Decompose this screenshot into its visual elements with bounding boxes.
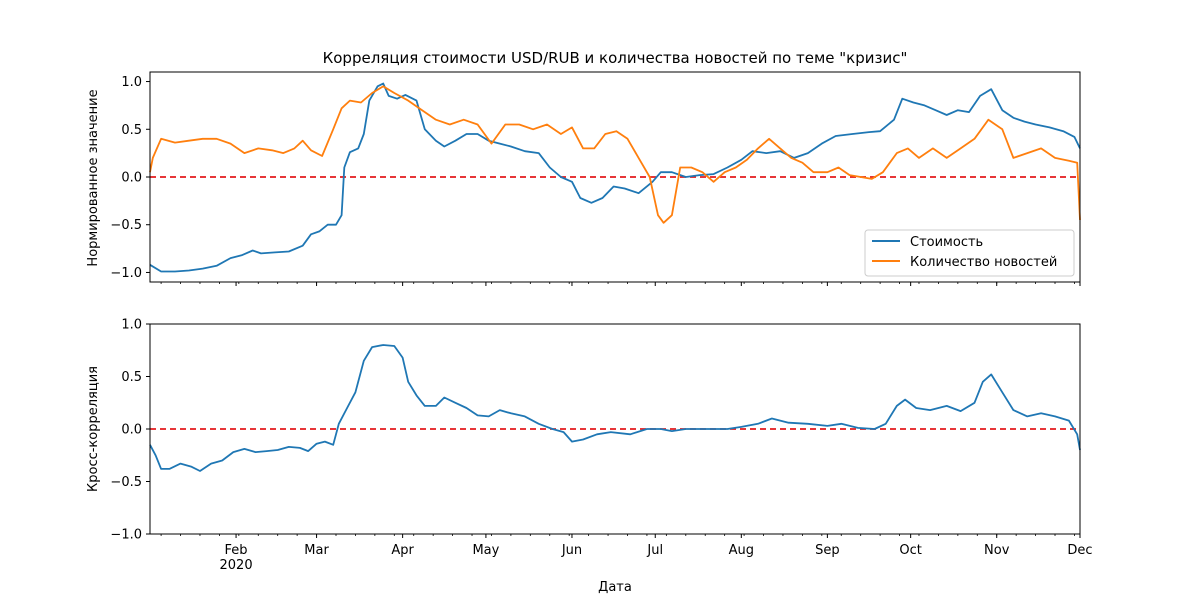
top-y-tick-label: 1.0 [121, 75, 142, 90]
bottom-y-axis-label: Кросс-корреляция [86, 366, 101, 492]
x-tick-label: May [472, 543, 499, 558]
bot-y-tick-label: 0.5 [121, 370, 142, 385]
top-series-line-0 [149, 82, 1081, 273]
legend: Стоимость Количество новостей [864, 229, 1075, 277]
x-tick-label: Sep [815, 543, 840, 558]
x-tick-label: Nov [984, 543, 1010, 558]
top-y-tick-label: −1.0 [110, 266, 142, 281]
bot-y-tick-label: −0.5 [110, 475, 142, 490]
bot-y-tick-label: 1.0 [121, 318, 142, 333]
top-y-tick-label: 0.5 [121, 123, 142, 138]
x-tick-label: Feb [225, 543, 248, 558]
top-y-tick-label: −0.5 [110, 218, 142, 233]
bot-y-tick-label: 0.0 [121, 423, 142, 438]
x-tick-label: Jul [646, 543, 663, 558]
legend-label-news: Количество новостей [910, 255, 1057, 270]
x-tick-label: Apr [391, 543, 414, 558]
x-tick-label: 2020 [220, 558, 253, 573]
top-y-axis-label: Нормированное значение [86, 89, 101, 266]
x-tick-label: Jun [561, 543, 582, 558]
bot-series-line-0 [149, 344, 1081, 472]
top-chart: −1.0 −0.5 0.0 0.5 1.0 Нормированное значение… [86, 71, 1081, 286]
top-y-tick-label: 0.0 [121, 171, 142, 186]
legend-label-cost: Стоимость [910, 235, 983, 250]
bot-y-tick-label: −1.0 [110, 528, 142, 543]
x-axis-label: Дата [598, 580, 632, 595]
x-tick-label: Oct [899, 543, 921, 558]
x-tick-label: Mar [304, 543, 329, 558]
chart-title: Корреляция стоимости USD/RUB и количеств… [323, 49, 908, 67]
top-series-line-1 [149, 85, 1081, 224]
x-tick-label: Aug [729, 543, 754, 558]
x-tick-label: Dec [1067, 543, 1092, 558]
